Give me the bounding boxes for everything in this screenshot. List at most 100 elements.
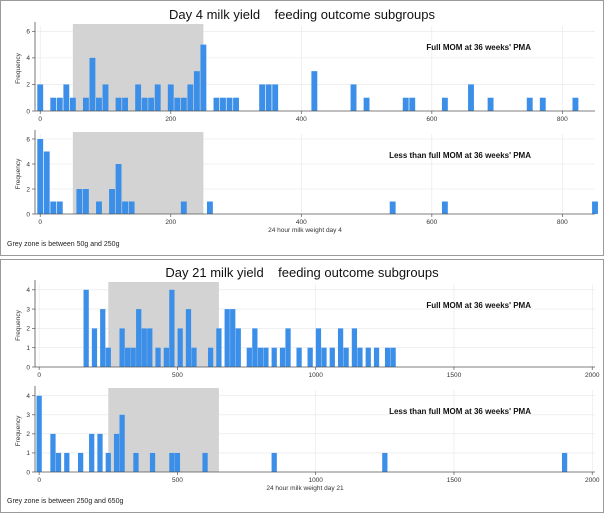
histogram-bar bbox=[389, 201, 396, 214]
x-tick-label: 200 bbox=[165, 219, 176, 226]
histogram-bar bbox=[216, 328, 222, 367]
histogram-bar bbox=[230, 309, 236, 367]
histogram-bar bbox=[220, 97, 226, 111]
histogram-bar bbox=[167, 84, 174, 111]
histogram-bar bbox=[55, 452, 62, 472]
histogram-bar bbox=[382, 452, 388, 472]
y-tick-label: 3 bbox=[26, 306, 30, 313]
x-tick-label: 800 bbox=[557, 116, 568, 123]
histogram-bar bbox=[149, 452, 156, 472]
histogram-bar bbox=[115, 97, 122, 111]
x-axis-label: 24 hour milk weight day 21 bbox=[266, 485, 344, 492]
y-tick-label: 1 bbox=[26, 345, 30, 352]
histogram-bar bbox=[468, 84, 474, 111]
histogram-bar bbox=[191, 347, 197, 367]
x-tick-label: 0 bbox=[38, 116, 42, 123]
histogram-2: 0 2 4 6 0 200 400 600 800 Frequency Less than full… bbox=[15, 130, 598, 234]
x-tick-label: 800 bbox=[557, 219, 568, 226]
x-tick-label: 2000 bbox=[585, 372, 600, 379]
histogram-bar bbox=[337, 328, 344, 367]
x-tick-label: 600 bbox=[426, 116, 437, 123]
x-tick-label: 2000 bbox=[585, 477, 600, 484]
histogram-bar bbox=[441, 201, 448, 214]
histogram-bar bbox=[409, 97, 416, 111]
histogram-bar bbox=[109, 189, 115, 214]
histogram-bar bbox=[200, 44, 207, 111]
histogram-bar bbox=[169, 452, 175, 472]
x-tick-label: 1000 bbox=[308, 477, 323, 484]
x-tick-label: 1500 bbox=[447, 477, 462, 484]
histogram-bar bbox=[100, 309, 106, 367]
histogram-bar bbox=[365, 347, 371, 367]
histogram-bar bbox=[307, 347, 313, 367]
histogram-bar bbox=[163, 347, 169, 367]
histogram-bar bbox=[357, 347, 363, 367]
day4-panel: Day 4 milk yield feeding outcome subgrou… bbox=[0, 0, 604, 256]
histogram-bar bbox=[141, 328, 147, 367]
histogram-bar bbox=[226, 97, 233, 111]
histogram-bar bbox=[89, 433, 95, 472]
y-tick-label: 4 bbox=[26, 393, 30, 400]
histogram-bar bbox=[36, 395, 42, 472]
y-axis-label: Frequency bbox=[15, 52, 22, 83]
histogram-bar bbox=[561, 452, 568, 472]
histogram-bar bbox=[257, 347, 264, 367]
y-tick-label: 0 bbox=[26, 108, 30, 115]
x-tick-label: 1500 bbox=[447, 372, 462, 379]
histogram-bar bbox=[402, 97, 409, 111]
histogram-bar bbox=[279, 347, 286, 367]
y-tick-label: 6 bbox=[26, 29, 30, 36]
histogram-bar bbox=[180, 97, 187, 111]
histogram-bar bbox=[128, 201, 135, 214]
y-tick-label: 4 bbox=[26, 287, 30, 294]
histogram-bar bbox=[592, 201, 598, 214]
histogram-bar bbox=[384, 347, 391, 367]
histogram-4: 0 1 2 3 4 0 500 1000 1500 2000 Frequency Less than … bbox=[15, 386, 600, 492]
histogram-bar bbox=[343, 347, 349, 367]
y-tick-label: 4 bbox=[26, 161, 30, 168]
histogram-bar bbox=[441, 97, 448, 111]
histogram-bar bbox=[363, 97, 370, 111]
histogram-bar bbox=[148, 97, 155, 111]
histogram-bar bbox=[174, 97, 181, 111]
histogram-bar bbox=[272, 84, 279, 111]
histogram-bar bbox=[82, 97, 89, 111]
histogram-bar bbox=[311, 71, 318, 111]
histogram-bar bbox=[351, 328, 358, 367]
histogram-bar bbox=[64, 452, 70, 472]
histogram-bar bbox=[155, 347, 161, 367]
x-axis-label: 24 hour milk weight day 4 bbox=[268, 227, 342, 234]
histogram-bar bbox=[96, 97, 102, 111]
histogram-bar bbox=[122, 201, 129, 214]
histogram-bar bbox=[56, 201, 63, 214]
histogram-bar bbox=[130, 347, 136, 367]
histogram-3: 0 1 2 3 4 0 500 1000 1500 2000 Frequency Full MOM a… bbox=[15, 280, 600, 379]
histogram-bar bbox=[263, 347, 269, 367]
histogram-bar bbox=[174, 452, 181, 472]
y-tick-label: 3 bbox=[26, 412, 30, 419]
histogram-bar bbox=[193, 71, 200, 111]
histogram-bar bbox=[321, 347, 327, 367]
y-tick-label: 2 bbox=[26, 431, 30, 438]
histogram-bar bbox=[89, 57, 96, 111]
y-axis-label: Frequency bbox=[15, 309, 22, 340]
histogram-bar bbox=[113, 433, 120, 472]
histogram-bar bbox=[37, 84, 44, 111]
histogram-bar bbox=[271, 452, 277, 472]
histogram-bar bbox=[285, 328, 291, 367]
histogram-bar bbox=[526, 97, 533, 111]
histogram-bar bbox=[56, 97, 63, 111]
y-tick-label: 0 bbox=[26, 469, 30, 476]
x-tick-label: 500 bbox=[172, 372, 183, 379]
day21-panel: Day 21 milk yield feeding outcome subgro… bbox=[0, 259, 604, 513]
histogram-bar bbox=[315, 328, 322, 367]
y-tick-label: 6 bbox=[26, 136, 30, 143]
histogram-bar bbox=[135, 84, 142, 111]
y-tick-label: 1 bbox=[26, 450, 30, 457]
y-tick-label: 0 bbox=[26, 211, 30, 218]
histogram-bar bbox=[487, 97, 494, 111]
histogram-bar bbox=[141, 97, 148, 111]
histogram-bar bbox=[539, 97, 546, 111]
histogram-bar bbox=[96, 201, 102, 214]
